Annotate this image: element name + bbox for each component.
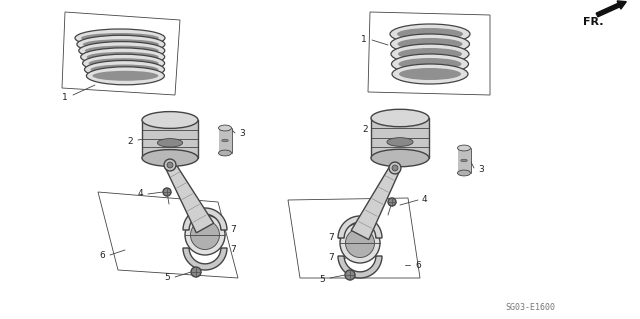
Text: 4: 4 bbox=[138, 189, 143, 198]
Ellipse shape bbox=[399, 68, 461, 80]
Ellipse shape bbox=[399, 58, 461, 70]
Polygon shape bbox=[338, 216, 382, 238]
Ellipse shape bbox=[77, 35, 165, 53]
Ellipse shape bbox=[88, 58, 159, 68]
Ellipse shape bbox=[397, 28, 463, 40]
FancyArrow shape bbox=[596, 1, 627, 17]
Ellipse shape bbox=[79, 41, 165, 60]
Text: SG03-E1600: SG03-E1600 bbox=[505, 303, 555, 313]
Polygon shape bbox=[218, 128, 232, 153]
Circle shape bbox=[345, 270, 355, 280]
Ellipse shape bbox=[392, 165, 398, 171]
Ellipse shape bbox=[392, 64, 468, 84]
Ellipse shape bbox=[218, 150, 232, 156]
Ellipse shape bbox=[81, 33, 159, 43]
Circle shape bbox=[163, 188, 171, 196]
Ellipse shape bbox=[83, 54, 164, 72]
Ellipse shape bbox=[371, 149, 429, 167]
Ellipse shape bbox=[142, 112, 198, 129]
Text: 3: 3 bbox=[478, 166, 484, 174]
Ellipse shape bbox=[371, 109, 429, 127]
Ellipse shape bbox=[92, 71, 159, 81]
Text: 6: 6 bbox=[415, 261, 420, 270]
Text: 6: 6 bbox=[99, 251, 105, 261]
Polygon shape bbox=[142, 120, 198, 158]
Ellipse shape bbox=[86, 52, 159, 62]
Ellipse shape bbox=[157, 138, 182, 147]
Polygon shape bbox=[458, 148, 470, 173]
Polygon shape bbox=[183, 248, 227, 270]
Ellipse shape bbox=[387, 138, 413, 146]
Ellipse shape bbox=[191, 220, 220, 249]
Ellipse shape bbox=[83, 39, 159, 49]
Text: 7: 7 bbox=[328, 254, 334, 263]
Ellipse shape bbox=[84, 46, 159, 56]
Ellipse shape bbox=[167, 162, 173, 168]
Ellipse shape bbox=[390, 34, 470, 54]
Circle shape bbox=[388, 198, 396, 206]
Text: 5: 5 bbox=[164, 273, 170, 283]
Text: 7: 7 bbox=[230, 226, 236, 234]
Ellipse shape bbox=[391, 44, 469, 64]
Text: 3: 3 bbox=[239, 129, 244, 137]
Ellipse shape bbox=[164, 159, 176, 171]
Ellipse shape bbox=[397, 38, 463, 50]
Ellipse shape bbox=[340, 223, 380, 263]
Ellipse shape bbox=[461, 159, 467, 162]
Ellipse shape bbox=[389, 162, 401, 174]
Text: 7: 7 bbox=[328, 233, 334, 241]
Polygon shape bbox=[371, 118, 429, 158]
Ellipse shape bbox=[392, 54, 468, 74]
Polygon shape bbox=[351, 166, 400, 240]
Text: 2: 2 bbox=[127, 137, 133, 145]
Ellipse shape bbox=[390, 24, 470, 44]
Text: 5: 5 bbox=[319, 275, 325, 284]
Text: 4: 4 bbox=[422, 196, 428, 204]
Ellipse shape bbox=[458, 145, 470, 151]
Text: 7: 7 bbox=[230, 246, 236, 255]
Ellipse shape bbox=[218, 125, 232, 131]
Ellipse shape bbox=[81, 48, 164, 66]
Text: FR.: FR. bbox=[583, 17, 604, 27]
Circle shape bbox=[191, 267, 201, 277]
Polygon shape bbox=[338, 256, 382, 278]
Text: 2: 2 bbox=[362, 125, 368, 135]
Polygon shape bbox=[183, 208, 227, 230]
Ellipse shape bbox=[221, 139, 228, 142]
Ellipse shape bbox=[185, 215, 225, 255]
Ellipse shape bbox=[90, 64, 159, 75]
Ellipse shape bbox=[86, 67, 164, 85]
Ellipse shape bbox=[75, 29, 165, 47]
Text: 1: 1 bbox=[361, 35, 367, 44]
Polygon shape bbox=[165, 162, 214, 233]
Ellipse shape bbox=[398, 48, 462, 60]
Ellipse shape bbox=[142, 150, 198, 167]
Ellipse shape bbox=[458, 170, 470, 176]
Ellipse shape bbox=[84, 61, 164, 78]
Text: 1: 1 bbox=[62, 93, 68, 101]
Ellipse shape bbox=[346, 228, 374, 257]
